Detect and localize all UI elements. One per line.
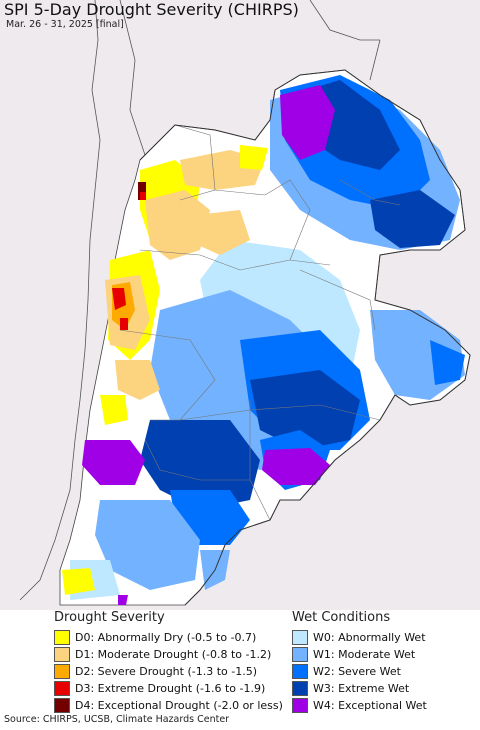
legend-item-w4: W4: Exceptional Wet [292, 697, 480, 714]
legend-label-w0: W0: Abnormally Wet [313, 631, 426, 644]
legend-swatch-w2 [292, 664, 308, 679]
map-title: SPI 5-Day Drought Severity (CHIRPS) [4, 0, 299, 19]
legend-item-w0: W0: Abnormally Wet [292, 629, 480, 646]
legend-item-w1: W1: Moderate Wet [292, 646, 480, 663]
legend-item-d1: D1: Moderate Drought (-0.8 to -1.2) [54, 646, 274, 663]
legend-swatch-d0 [54, 630, 70, 645]
drought-legend: Drought Severity D0: Abnormally Dry (-0.… [54, 610, 283, 714]
legend-swatch-d3 [54, 681, 70, 696]
legend-label-d3: D3: Extreme Drought (-1.6 to -1.9) [75, 682, 266, 695]
legend-label-d2: D2: Severe Drought (-1.3 to -1.5) [75, 665, 258, 678]
legend-item-w3: W3: Extreme Wet [292, 680, 480, 697]
legend-item-d3: D3: Extreme Drought (-1.6 to -1.9) [54, 680, 274, 697]
legend-swatch-d1 [54, 647, 70, 662]
legend-swatch-w4 [292, 698, 308, 713]
exceptional-wet-regions [82, 85, 335, 605]
legend-item-d2: D2: Severe Drought (-1.3 to -1.5) [54, 663, 274, 680]
legend-label-w2: W2: Severe Wet [313, 665, 401, 678]
legend-item-w2: W2: Severe Wet [292, 663, 480, 680]
coastline [139, 69, 471, 606]
legend-label-w1: W1: Moderate Wet [313, 648, 416, 661]
drought-map [0, 0, 480, 610]
wet-legend-title: Wet Conditions [292, 610, 391, 625]
drought-regions [62, 145, 268, 595]
legend-swatch-d4 [54, 698, 70, 713]
map-subtitle: Mar. 26 - 31, 2025 [final] [6, 19, 124, 30]
wet-legend: Wet Conditions W0: Abnormally Wet W1: Mo… [292, 610, 480, 714]
legend-item-d0: D0: Abnormally Dry (-0.5 to -0.7) [54, 629, 274, 646]
legend-swatch-w1 [292, 647, 308, 662]
province-borders [119, 124, 401, 521]
legend-label-d1: D1: Moderate Drought (-0.8 to -1.2) [75, 648, 272, 661]
legend-label-d0: D0: Abnormally Dry (-0.5 to -0.7) [75, 631, 257, 644]
legend-item-d4: D4: Exceptional Drought (-2.0 or less) [54, 697, 283, 714]
wet-regions [70, 75, 465, 600]
legend-swatch-w3 [292, 681, 308, 696]
source-credit: Source: CHIRPS, UCSB, Climate Hazards Ce… [4, 714, 230, 725]
legend-label-w3: W3: Extreme Wet [313, 682, 410, 695]
drought-legend-title: Drought Severity [54, 610, 165, 625]
legend-swatch-d2 [54, 664, 70, 679]
legend-label-w4: W4: Exceptional Wet [313, 699, 427, 712]
legend-label-d4: D4: Exceptional Drought (-2.0 or less) [75, 699, 283, 712]
legend-swatch-w0 [292, 630, 308, 645]
